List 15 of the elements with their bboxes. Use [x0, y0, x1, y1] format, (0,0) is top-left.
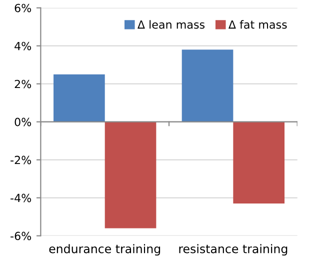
- bar: [54, 74, 105, 122]
- legend-label: Δ fat mass: [228, 20, 287, 29]
- y-tick-label: -6%: [10, 232, 32, 240]
- y-tick-label: -4%: [10, 194, 32, 202]
- x-tick-label: resistance training: [179, 244, 288, 256]
- bar: [182, 50, 234, 122]
- bar: [233, 122, 285, 204]
- y-tick-label: 6%: [14, 4, 32, 12]
- bar: [104, 122, 156, 228]
- y-tick-label: 2%: [14, 80, 32, 88]
- y-tick-label: -2%: [10, 156, 32, 164]
- y-tick-label: 4%: [14, 42, 32, 50]
- x-tick-label: endurance training: [49, 244, 160, 256]
- y-tick-label: 0%: [14, 118, 32, 126]
- legend-label: Δ lean mass: [138, 20, 205, 29]
